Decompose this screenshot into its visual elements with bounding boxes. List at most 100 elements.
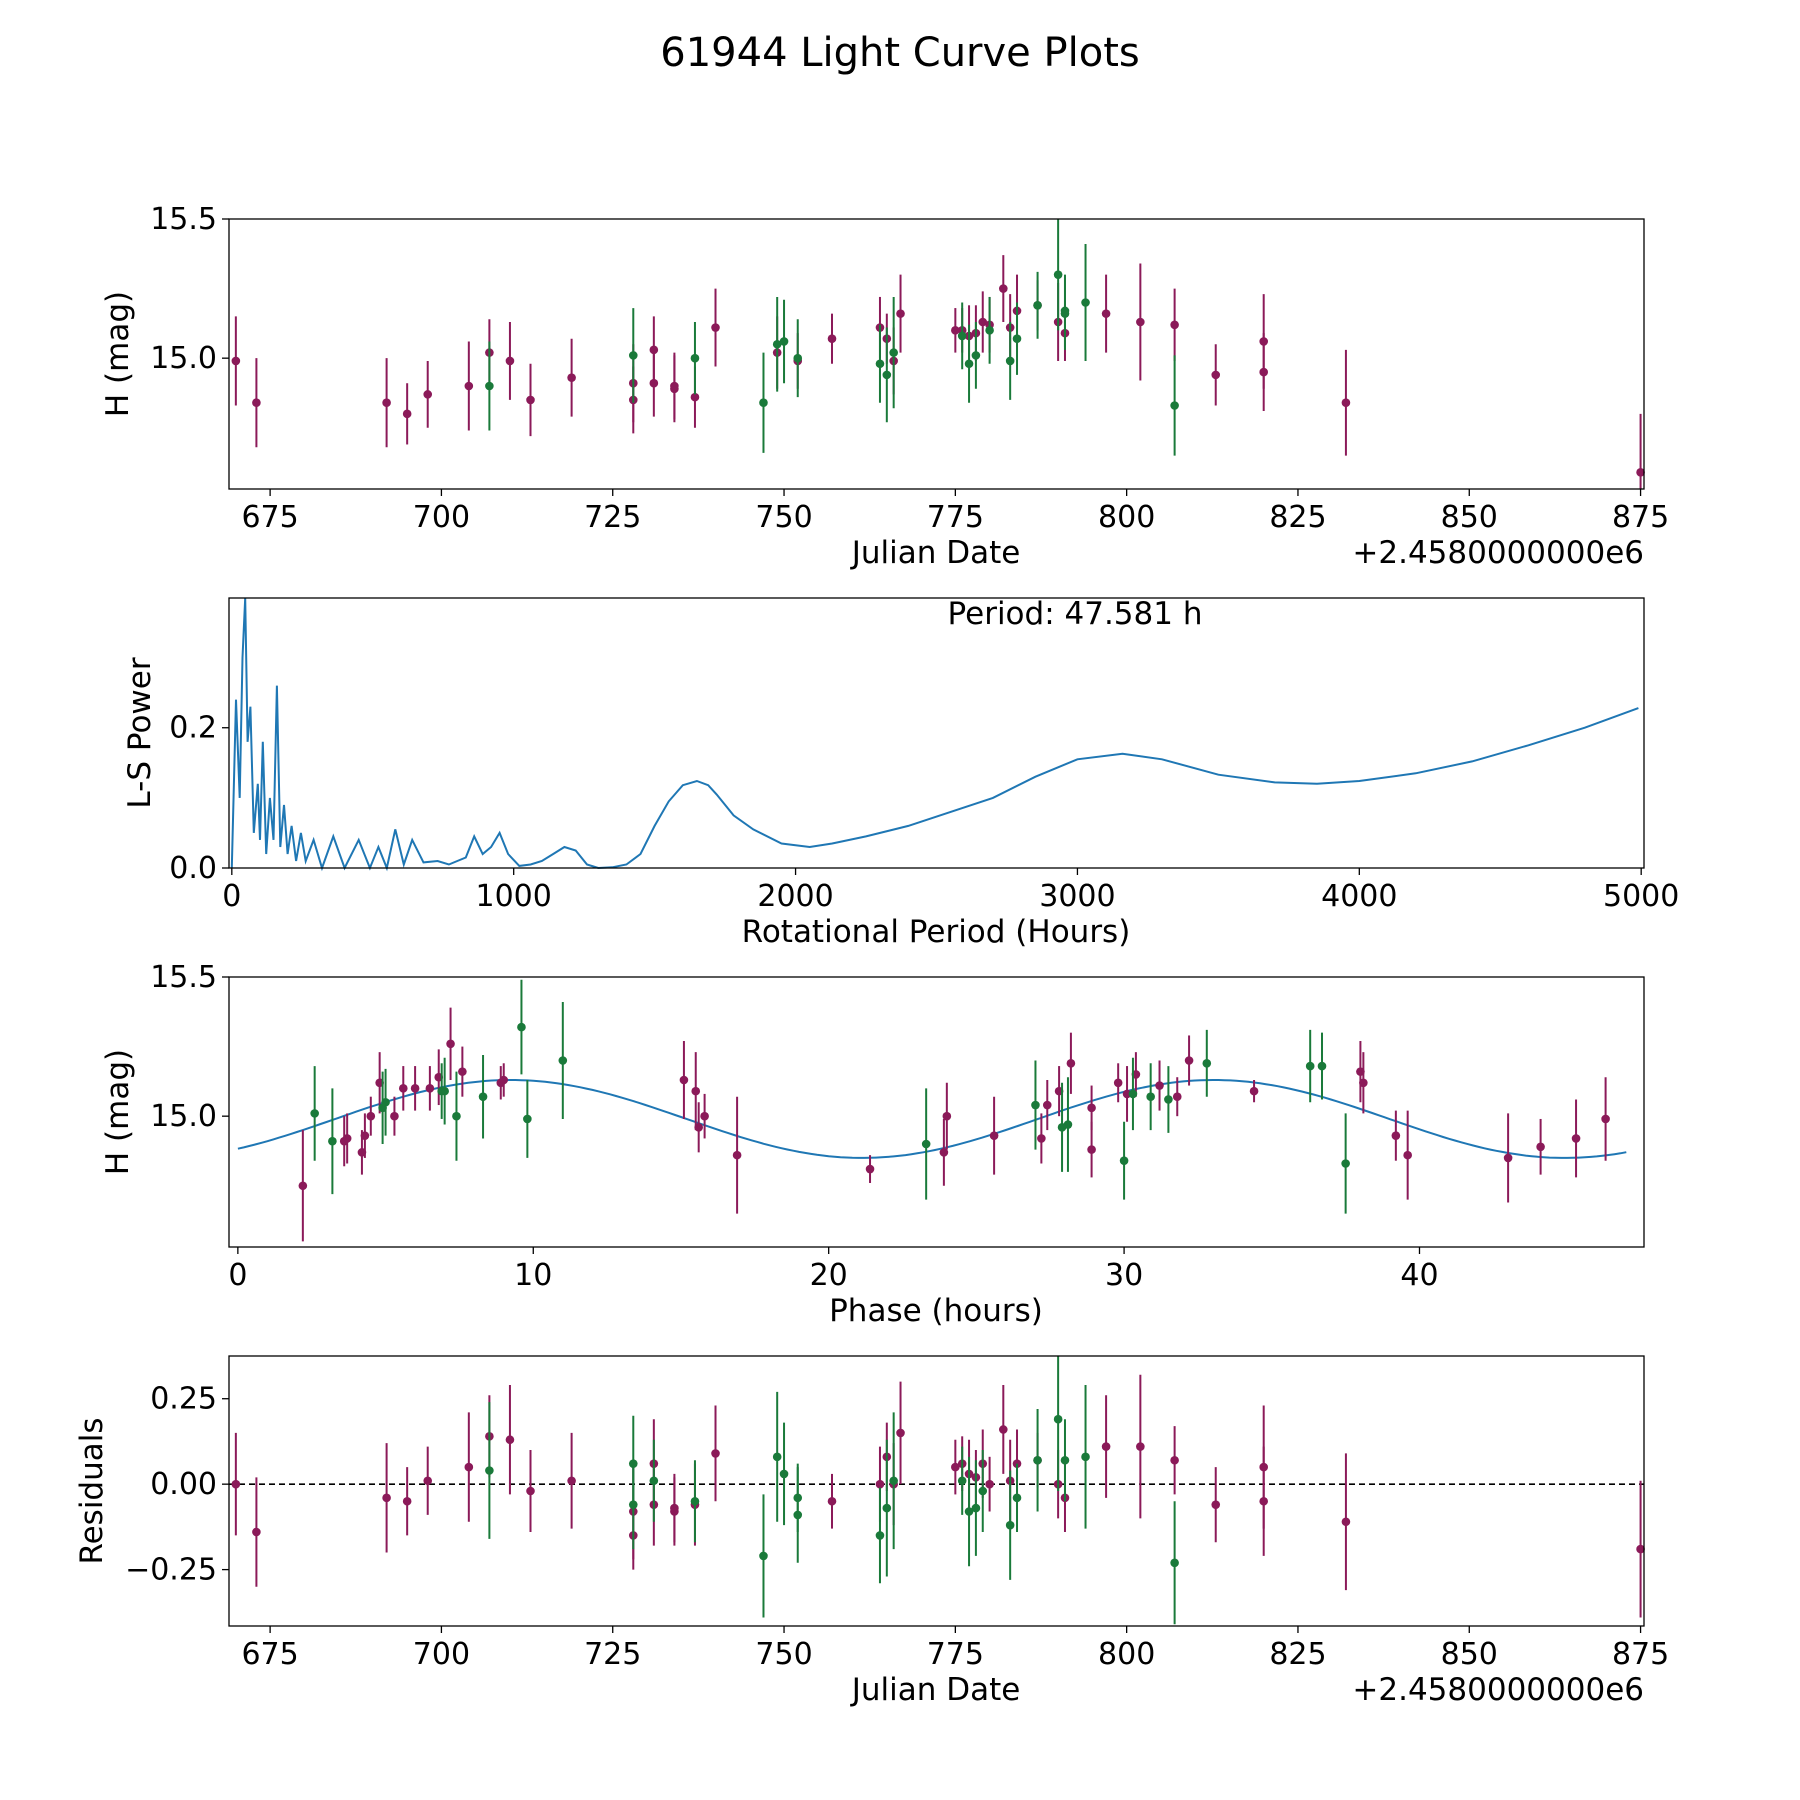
magenta-data-point bbox=[1136, 317, 1145, 327]
magenta-data-point bbox=[1170, 320, 1179, 330]
magenta-data-point bbox=[567, 373, 576, 382]
magenta-data-point bbox=[1391, 1131, 1401, 1140]
magenta-data-point bbox=[989, 1131, 999, 1140]
figure-title: 61944 Light Curve Plots bbox=[660, 30, 1139, 76]
magenta-data-point bbox=[896, 1428, 905, 1438]
green-data-point bbox=[889, 348, 898, 357]
magenta-data-point bbox=[1636, 1544, 1645, 1554]
green-data-point bbox=[690, 353, 700, 363]
magenta-data-point bbox=[425, 1084, 435, 1093]
lightcurve-offset-text: +2.4580000000e6 bbox=[1352, 535, 1644, 571]
residuals-marks bbox=[229, 1356, 1645, 1625]
y-tick-label: 15.5 bbox=[150, 202, 217, 237]
magenta-data-point bbox=[382, 398, 391, 408]
x-tick-label: 5000 bbox=[1603, 879, 1679, 914]
magenta-data-point bbox=[402, 409, 412, 419]
green-data-point bbox=[889, 1476, 898, 1486]
green-data-point bbox=[1146, 1092, 1155, 1101]
green-data-point bbox=[779, 1469, 789, 1479]
magenta-data-point bbox=[1122, 1089, 1132, 1099]
magenta-data-point bbox=[1211, 1500, 1221, 1509]
magenta-data-point bbox=[458, 1067, 467, 1076]
magenta-data-point bbox=[252, 398, 261, 408]
magenta-data-point bbox=[999, 284, 1008, 293]
green-data-point bbox=[1170, 1558, 1179, 1568]
x-tick-label: 40 bbox=[1400, 1258, 1438, 1293]
x-tick-label: 850 bbox=[1441, 500, 1498, 535]
green-data-point bbox=[793, 353, 803, 363]
green-data-point bbox=[440, 1086, 449, 1096]
green-data-point bbox=[1081, 1452, 1090, 1462]
magenta-data-point bbox=[1136, 1442, 1145, 1451]
green-data-point bbox=[628, 351, 638, 360]
magenta-data-point bbox=[978, 317, 988, 327]
magenta-data-point bbox=[1184, 1056, 1194, 1065]
magenta-data-point bbox=[423, 1476, 433, 1486]
green-data-point bbox=[978, 1486, 988, 1496]
magenta-data-point bbox=[1341, 1517, 1351, 1527]
periodogram-xticks: 0 1000 2000 3000 4000 5000 bbox=[222, 868, 1679, 914]
magenta-data-point bbox=[1259, 1496, 1268, 1506]
magenta-data-point bbox=[1503, 1153, 1513, 1163]
magenta-data-point bbox=[1636, 467, 1645, 477]
green-data-point bbox=[921, 1139, 931, 1149]
lightcurve-xlabel: Julian Date bbox=[850, 535, 1021, 571]
green-data-point bbox=[772, 339, 782, 349]
green-data-point bbox=[957, 331, 967, 341]
phased-ylabel: H (mag) bbox=[100, 1049, 136, 1175]
x-tick-label: 675 bbox=[241, 500, 298, 535]
magenta-data-point bbox=[567, 1476, 576, 1486]
x-tick-label: 875 bbox=[1612, 500, 1669, 535]
magenta-data-point bbox=[939, 1148, 949, 1157]
magenta-data-point bbox=[423, 390, 433, 399]
lightcurve-ylabel: H (mag) bbox=[100, 291, 136, 417]
magenta-data-point bbox=[1170, 1455, 1179, 1465]
magenta-data-point bbox=[505, 1435, 515, 1445]
magenta-data-point bbox=[390, 1111, 399, 1121]
x-tick-label: 20 bbox=[810, 1258, 848, 1293]
magenta-data-point bbox=[1066, 1058, 1076, 1068]
magenta-data-point bbox=[1359, 1078, 1368, 1088]
green-data-point bbox=[485, 1466, 494, 1475]
magenta-data-point bbox=[252, 1527, 261, 1537]
x-tick-label: 725 bbox=[584, 1637, 641, 1672]
residuals-offset-text: +2.4580000000e6 bbox=[1352, 1672, 1644, 1708]
x-tick-label: 850 bbox=[1441, 1637, 1498, 1672]
magenta-data-point bbox=[398, 1084, 408, 1093]
period-annotation: Period: 47.581 h bbox=[948, 596, 1203, 632]
magenta-data-point bbox=[711, 1449, 720, 1458]
magenta-data-point bbox=[402, 1496, 412, 1506]
x-tick-label: 30 bbox=[1105, 1258, 1143, 1293]
green-data-point bbox=[1128, 1089, 1138, 1099]
lightcurve-frame bbox=[228, 218, 1645, 490]
green-data-point bbox=[1305, 1061, 1315, 1071]
green-data-point bbox=[1063, 1120, 1073, 1129]
green-data-point bbox=[793, 1493, 803, 1503]
x-tick-label: 725 bbox=[584, 500, 641, 535]
magenta-data-point bbox=[999, 1425, 1008, 1434]
x-tick-label: 800 bbox=[1098, 1637, 1155, 1672]
magenta-data-point bbox=[499, 1075, 509, 1085]
y-tick-label: 0.00 bbox=[150, 1467, 217, 1502]
x-tick-label: 2000 bbox=[757, 879, 833, 914]
magenta-data-point bbox=[366, 1111, 376, 1121]
magenta-data-point bbox=[1113, 1078, 1123, 1088]
magenta-data-point bbox=[464, 381, 474, 391]
green-data-point bbox=[1202, 1058, 1212, 1068]
magenta-data-point bbox=[1341, 398, 1351, 408]
magenta-data-point bbox=[865, 1164, 875, 1174]
green-data-point bbox=[1053, 270, 1063, 279]
periodogram-panel: 0 1000 2000 3000 4000 5000 0.0 0.2 Period: 47.… bbox=[122, 596, 1679, 950]
green-data-point bbox=[964, 1507, 974, 1516]
green-data-point bbox=[452, 1111, 461, 1121]
green-data-point bbox=[875, 1531, 885, 1540]
green-data-point bbox=[772, 1452, 782, 1462]
green-data-point bbox=[690, 1496, 700, 1506]
magenta-data-point bbox=[410, 1084, 420, 1093]
magenta-data-point bbox=[875, 1479, 885, 1489]
green-data-point bbox=[759, 1551, 768, 1561]
y-tick-label: −0.25 bbox=[125, 1553, 217, 1588]
residuals-xlabel: Julian Date bbox=[850, 1672, 1021, 1708]
magenta-data-point bbox=[1042, 1100, 1052, 1110]
magenta-data-point bbox=[1403, 1150, 1412, 1160]
